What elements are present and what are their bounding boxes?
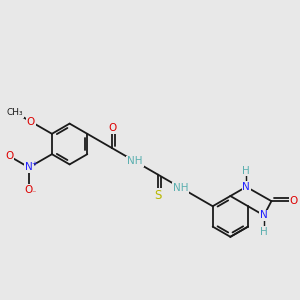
Text: ⁻: ⁻ [32, 189, 36, 198]
Text: NH: NH [127, 156, 143, 166]
Text: S: S [154, 188, 162, 202]
Text: O: O [290, 196, 298, 206]
Text: +: + [31, 160, 37, 166]
Text: N: N [260, 210, 268, 220]
Text: N: N [25, 163, 33, 172]
Text: N: N [242, 182, 250, 192]
Text: NH: NH [173, 183, 189, 193]
Text: O: O [108, 123, 116, 133]
Text: O: O [25, 185, 33, 195]
Text: O: O [27, 117, 35, 127]
Text: O: O [5, 151, 14, 161]
Text: CH₃: CH₃ [7, 108, 23, 117]
Text: H: H [260, 227, 268, 237]
Text: H: H [242, 166, 250, 176]
